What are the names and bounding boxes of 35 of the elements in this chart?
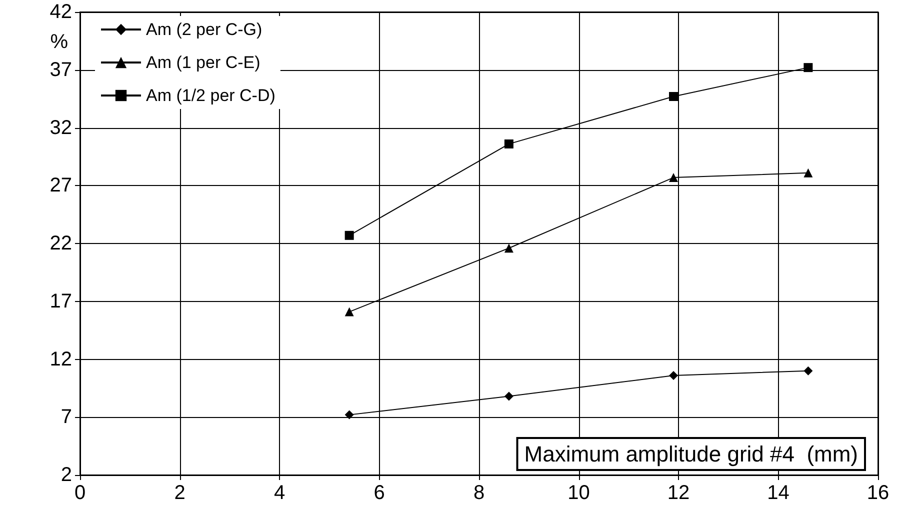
y-tick-label: 32 [50, 116, 72, 139]
legend-label: Am (2 per C-G) [146, 20, 262, 39]
y-tick-label: 12 [50, 348, 72, 370]
y-tick-label: 27 [50, 174, 72, 197]
x-tick-label: 10 [568, 482, 590, 504]
y-axis-title: % [50, 31, 68, 53]
x-tick-label: 8 [473, 482, 485, 504]
x-tick-label: 2 [174, 482, 186, 504]
point [504, 392, 514, 401]
y-tick-label: 22 [50, 232, 72, 254]
point [804, 168, 813, 178]
x-axis-title: Maximum amplitude grid #4 (mm) [524, 442, 858, 466]
point [804, 63, 813, 72]
y-tick-label: 42 [50, 1, 72, 23]
x-tick-label: 14 [767, 482, 790, 504]
point [669, 173, 678, 182]
point [344, 230, 354, 240]
point [344, 410, 354, 420]
y-tick-label: 17 [50, 290, 72, 312]
point [504, 139, 514, 148]
y-tick-label: 37 [50, 58, 72, 81]
x-tick-label: 16 [866, 482, 890, 504]
x-tick-label: 4 [274, 482, 286, 504]
point [669, 370, 678, 380]
y-tick-label: 2 [60, 464, 72, 486]
x-tick-label: 6 [374, 482, 385, 504]
point [669, 92, 678, 101]
legend-label: Am (1 per C-E) [146, 53, 260, 72]
x-tick-label: 0 [74, 482, 86, 504]
legend-label: Am (1/2 per C-D) [146, 86, 276, 105]
point [804, 366, 813, 376]
x-tick-label: 12 [667, 482, 690, 504]
point [344, 307, 354, 316]
y-tick-label: 7 [60, 406, 72, 428]
point [504, 244, 514, 253]
